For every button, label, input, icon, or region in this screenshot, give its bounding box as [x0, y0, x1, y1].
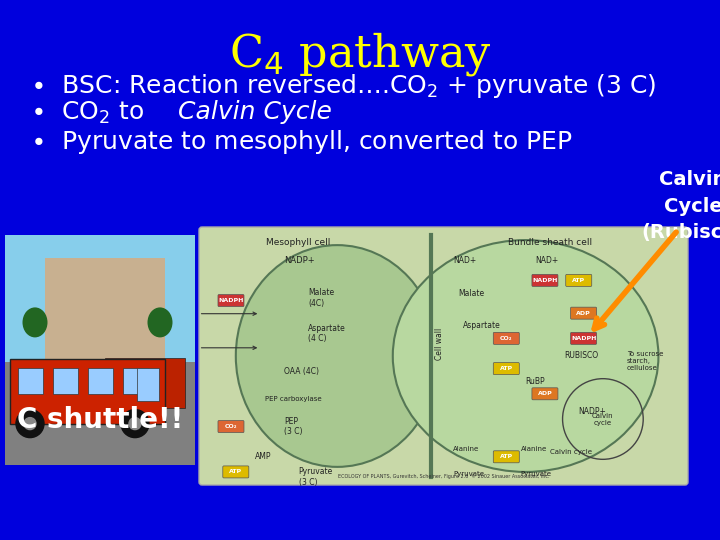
Text: RUBISCO: RUBISCO — [564, 352, 598, 361]
Text: Aspartate
(4 C): Aspartate (4 C) — [308, 323, 346, 343]
Text: NAD+: NAD+ — [535, 256, 559, 265]
Text: NADPH: NADPH — [571, 336, 596, 341]
Text: Aspartate: Aspartate — [463, 321, 500, 330]
Text: C shuttle!!: C shuttle!! — [17, 406, 183, 434]
Ellipse shape — [236, 245, 438, 467]
Bar — [5, 235, 195, 361]
Bar — [137, 368, 159, 401]
Text: Pyruvate
(3 C): Pyruvate (3 C) — [299, 467, 333, 487]
Text: NADP+: NADP+ — [284, 256, 315, 265]
Circle shape — [16, 410, 44, 437]
FancyBboxPatch shape — [532, 388, 558, 400]
Circle shape — [24, 417, 36, 430]
Text: Alanine: Alanine — [453, 446, 480, 452]
Text: NADPH: NADPH — [532, 278, 557, 283]
Text: ADP: ADP — [538, 392, 552, 396]
Text: $\bullet$  Pyruvate to mesophyll, converted to PEP: $\bullet$ Pyruvate to mesophyll, convert… — [30, 128, 572, 156]
Text: NADP+: NADP+ — [579, 407, 607, 416]
Bar — [5, 361, 195, 465]
FancyBboxPatch shape — [532, 274, 558, 286]
Text: ATP: ATP — [500, 366, 513, 371]
Ellipse shape — [148, 307, 173, 338]
FancyBboxPatch shape — [222, 466, 249, 478]
Text: To sucrose
starch,
cellulose: To sucrose starch, cellulose — [627, 351, 663, 371]
FancyBboxPatch shape — [570, 307, 597, 319]
Ellipse shape — [22, 307, 48, 338]
Text: $\bullet$  BSC: Reaction reversed….CO$_2$ + pyruvate (3 C): $\bullet$ BSC: Reaction reversed….CO$_2$… — [30, 72, 656, 100]
Text: Malate
(4C): Malate (4C) — [308, 288, 334, 308]
Text: Bundle sheath cell: Bundle sheath cell — [508, 238, 592, 247]
Bar — [123, 368, 148, 394]
Text: Calvin cycle: Calvin cycle — [550, 449, 592, 455]
Text: NAD+: NAD+ — [453, 256, 477, 265]
Bar — [18, 368, 43, 394]
Ellipse shape — [393, 240, 658, 472]
Text: $\bullet$  CO$_2$ to: $\bullet$ CO$_2$ to — [30, 100, 146, 126]
FancyBboxPatch shape — [218, 421, 244, 433]
Text: AMP: AMP — [255, 453, 271, 461]
Text: ADP: ADP — [576, 310, 591, 316]
FancyBboxPatch shape — [493, 332, 519, 345]
Text: ATP: ATP — [572, 278, 585, 283]
Text: OAA (4C): OAA (4C) — [284, 367, 319, 376]
FancyBboxPatch shape — [105, 357, 185, 408]
Text: RuBP: RuBP — [526, 377, 545, 386]
Text: Calvin
Cycle
(Rubisco): Calvin Cycle (Rubisco) — [641, 170, 720, 242]
Text: CO₂: CO₂ — [225, 424, 237, 429]
Bar — [88, 368, 113, 394]
FancyBboxPatch shape — [10, 359, 165, 423]
Text: NADPH: NADPH — [218, 298, 243, 303]
FancyBboxPatch shape — [218, 294, 244, 307]
FancyBboxPatch shape — [493, 451, 519, 463]
Text: Mesophyll cell: Mesophyll cell — [266, 238, 330, 247]
Text: Calvin Cycle: Calvin Cycle — [178, 100, 332, 124]
Text: Cell wall: Cell wall — [436, 327, 444, 360]
Bar — [53, 368, 78, 394]
Text: Pyruvate: Pyruvate — [453, 471, 484, 477]
Text: Malate: Malate — [458, 288, 484, 298]
Text: Calvin
cycle: Calvin cycle — [592, 413, 613, 426]
FancyBboxPatch shape — [493, 362, 519, 375]
Text: C$_4$ pathway: C$_4$ pathway — [228, 30, 492, 78]
Text: PEP carboxylase: PEP carboxylase — [265, 396, 321, 402]
Bar — [45, 258, 165, 361]
Circle shape — [121, 410, 149, 437]
Text: Pyruvate: Pyruvate — [521, 471, 552, 477]
Text: CO₂: CO₂ — [500, 336, 513, 341]
Text: PEP
(3 C): PEP (3 C) — [284, 417, 302, 436]
Text: ATP: ATP — [500, 454, 513, 460]
Text: ATP: ATP — [229, 469, 243, 475]
FancyBboxPatch shape — [566, 274, 592, 286]
Text: ECOLOGY OF PLANTS, Gurevitch, Scheiner, Figure 2.6  © 2002 Sinauer Associates, I: ECOLOGY OF PLANTS, Gurevitch, Scheiner, … — [338, 474, 549, 479]
Circle shape — [129, 417, 141, 430]
FancyBboxPatch shape — [199, 227, 688, 485]
Text: Alanine: Alanine — [521, 446, 547, 452]
FancyBboxPatch shape — [570, 332, 597, 345]
